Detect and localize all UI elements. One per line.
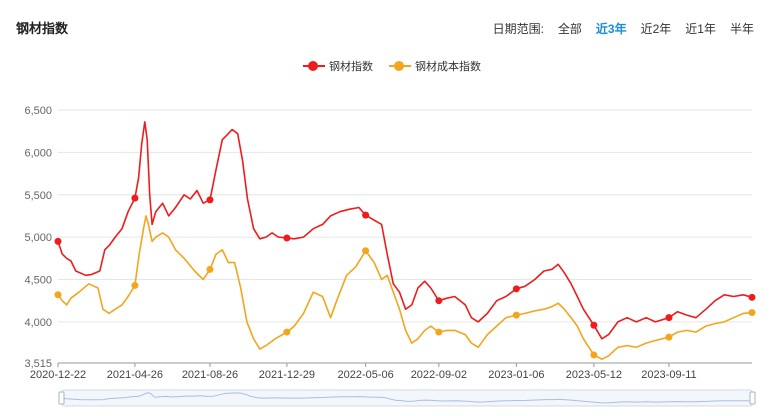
legend-swatch-series1 <box>303 61 325 71</box>
series-1-point <box>512 285 520 293</box>
series-2-point <box>362 247 370 255</box>
range-option-2y[interactable]: 近2年 <box>640 22 672 36</box>
y-tick-label: 5,500 <box>24 190 52 202</box>
slider-handle-left <box>58 391 65 405</box>
series-2-point <box>435 328 443 336</box>
series-1-point <box>131 194 139 202</box>
series-line-1 <box>57 121 753 340</box>
series-2-point <box>54 291 62 299</box>
legend-item-series2[interactable]: 钢材成本指数 <box>389 58 481 74</box>
range-option-all[interactable]: 全部 <box>557 22 582 36</box>
x-tick-label: 2021-12-29 <box>259 369 315 381</box>
series-2-point <box>590 351 598 359</box>
series-line-2 <box>57 215 753 360</box>
y-tick-label: 4,000 <box>24 317 52 329</box>
chart-legend: 钢材指数 钢材成本指数 <box>0 58 784 74</box>
series-2-point <box>748 309 756 317</box>
range-option-half-year[interactable]: 半年 <box>729 22 754 36</box>
legend-item-series1[interactable]: 钢材指数 <box>303 58 373 74</box>
series-lines <box>57 121 753 360</box>
y-axis-ticks: 6,500 6,000 5,500 5,000 4,500 4,000 3,515 <box>24 105 52 370</box>
slider-handle-right <box>749 391 756 405</box>
series-2-point <box>131 281 139 289</box>
series-2-point <box>283 328 291 336</box>
series-1-point <box>283 234 291 242</box>
series-1-point <box>206 196 214 204</box>
series-2-point <box>665 333 673 341</box>
chart-title: 钢材指数 <box>16 21 69 36</box>
series-1-point <box>590 321 598 329</box>
legend-label-series1: 钢材指数 <box>329 61 373 73</box>
date-range-label: 日期范围: <box>492 22 544 36</box>
range-option-3y[interactable]: 近3年 <box>595 22 627 36</box>
y-tick-label: 6,000 <box>24 147 52 159</box>
y-tick-label: 6,500 <box>24 105 52 117</box>
series-1-point <box>665 314 673 322</box>
x-tick-label: 2023-05-12 <box>566 369 622 381</box>
x-tick-label: 2023-01-06 <box>488 369 544 381</box>
x-tick-label: 2020-12-22 <box>30 369 86 381</box>
slider-track <box>61 389 753 407</box>
slider-preview-line <box>61 392 753 404</box>
series-markers <box>54 194 756 359</box>
series-2-point <box>512 311 520 319</box>
legend-swatch-series2 <box>389 61 411 71</box>
x-tick-label: 2022-09-02 <box>411 369 467 381</box>
x-tick-label: 2021-04-26 <box>107 369 163 381</box>
date-range-selector: 日期范围: 全部 近3年 近2年 近1年 半年 <box>493 20 754 37</box>
data-zoom-slider[interactable] <box>58 389 756 407</box>
x-axis: 2020-12-22 2021-04-26 2021-08-26 2021-12-29… <box>30 362 752 381</box>
series-2-point <box>206 265 214 273</box>
series-1-point <box>54 237 62 245</box>
x-tick-label: 2023-09-11 <box>641 369 696 381</box>
y-tick-label: 5,000 <box>24 232 52 244</box>
series-1-point <box>748 293 756 301</box>
range-option-1y[interactable]: 近1年 <box>685 22 716 36</box>
y-tick-label: 3,515 <box>24 358 52 370</box>
series-1-point <box>435 297 443 305</box>
series-1-point <box>362 211 370 219</box>
y-tick-label: 4,500 <box>24 275 52 287</box>
legend-label-series2: 钢材成本指数 <box>415 61 481 73</box>
grid-lines <box>58 109 752 364</box>
x-tick-label: 2021-08-26 <box>182 369 238 381</box>
x-tick-label: 2022-05-06 <box>337 369 393 381</box>
